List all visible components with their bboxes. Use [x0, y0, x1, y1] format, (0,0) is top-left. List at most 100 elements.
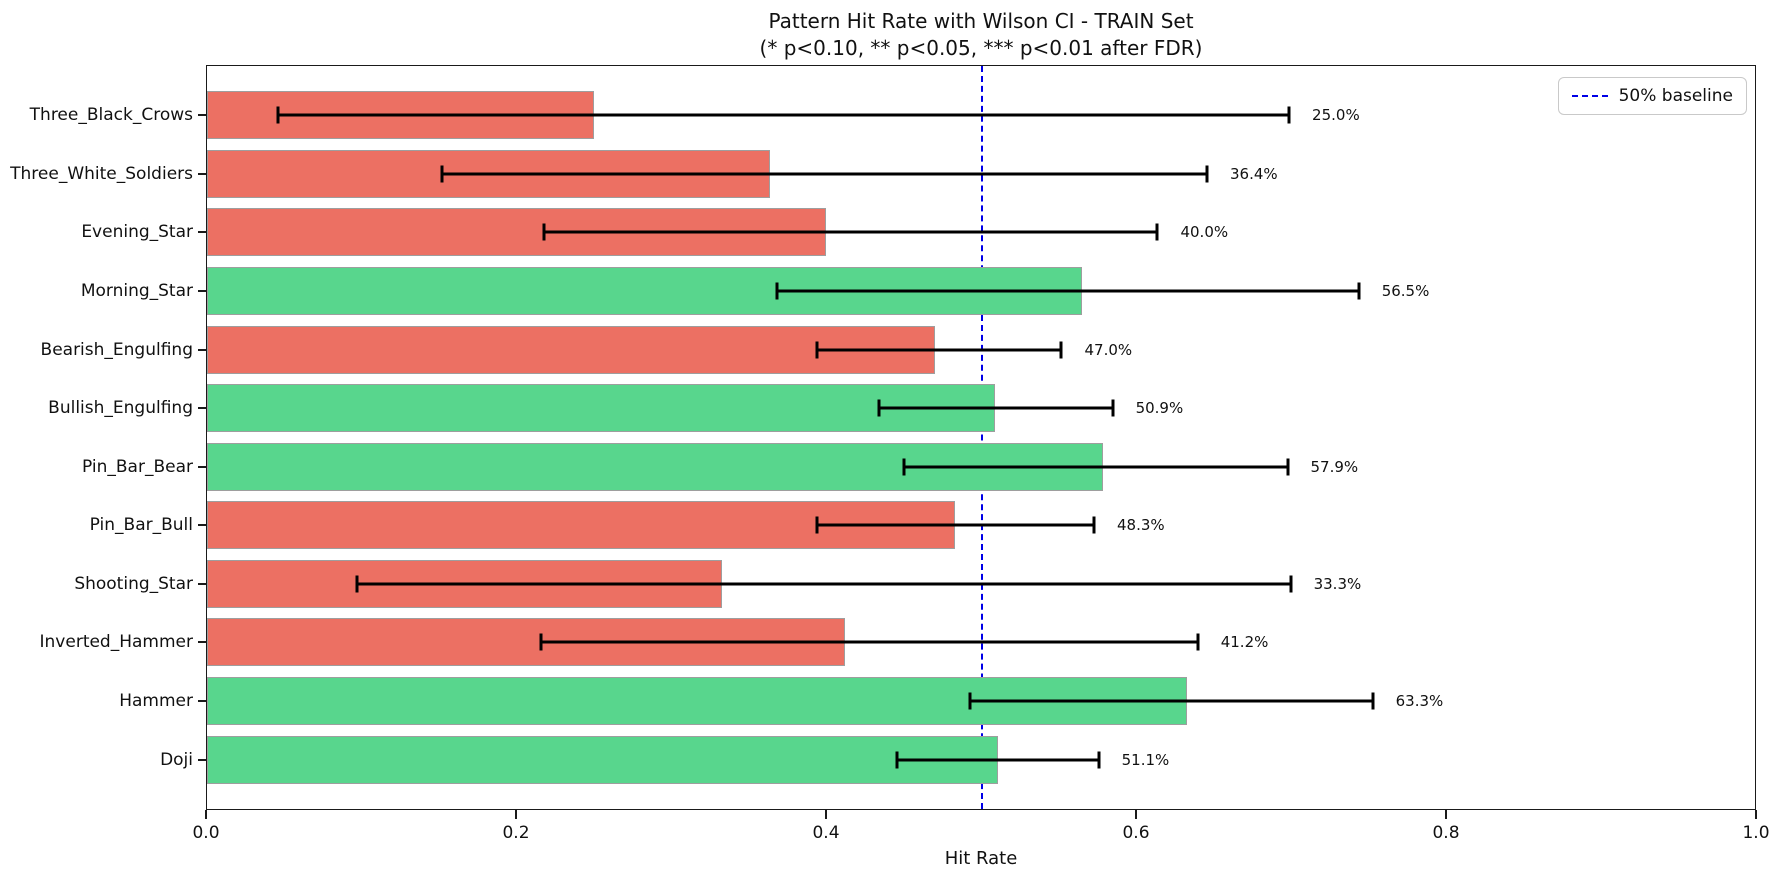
y-tick-mark	[198, 641, 207, 644]
error-bar-cap-low	[355, 575, 359, 593]
error-bar-line	[544, 230, 1158, 234]
x-axis-label: Hit Rate	[944, 848, 1018, 869]
error-bar-cap-low	[775, 282, 779, 300]
x-axis: 0.0 0.2 0.4 0.6 0.8 1.0	[192, 810, 1770, 880]
bar-rows-container: Three_Black_Crows 25.0% Three_White_Soldie…	[10, 66, 1755, 809]
error-bar-cap-high	[1092, 516, 1096, 534]
plot-area: Three_Black_Crows 25.0% Three_White_Soldie…	[10, 65, 1756, 810]
value-label: 56.5%	[1381, 282, 1430, 301]
error-bar-cap-high	[1287, 106, 1291, 124]
chart-title: Pattern Hit Rate with Wilson CI - TRAIN …	[768, 9, 1194, 33]
bar-row: Bearish_Engulfing 47.0%	[41, 320, 1755, 379]
value-label: 41.2%	[1220, 633, 1269, 652]
bar-row: Bullish_Engulfing 50.9%	[48, 379, 1755, 438]
error-bar-cap-high	[1059, 341, 1063, 359]
bar-row: Doji 51.1%	[160, 730, 1755, 789]
x-tick-label: 0.2	[502, 823, 530, 843]
x-tick-label: 1.0	[1742, 823, 1770, 843]
error-bar-line	[541, 640, 1198, 644]
error-bar-cap-low	[542, 223, 546, 241]
legend-dashed-line-icon	[1571, 95, 1608, 97]
y-axis-category-label: Three_White_Soldiers	[10, 163, 193, 184]
bar-row: Hammer 63.3%	[119, 672, 1755, 731]
error-bar-cap-low	[539, 633, 543, 651]
error-bar-cap-low	[815, 516, 819, 534]
y-axis-category-label: Hammer	[119, 691, 193, 712]
error-bar-cap-low	[440, 165, 444, 183]
y-axis-category-label: Bullish_Engulfing	[48, 398, 193, 419]
y-axis-category-label: Three_Black_Crows	[29, 105, 193, 126]
error-bar-cap-high	[1286, 458, 1289, 476]
x-tick-mark	[1755, 810, 1757, 819]
bar	[207, 384, 995, 433]
y-tick-mark	[198, 172, 207, 175]
bar-row: Inverted_Hammer 41.2%	[40, 613, 1755, 672]
error-bar-line	[897, 758, 1099, 762]
error-bar-line	[442, 172, 1207, 176]
error-bar-cap-low	[895, 751, 899, 769]
y-axis-category-label: Doji	[160, 749, 193, 770]
y-tick-mark	[198, 700, 207, 703]
bar-row: Evening_Star 40.0%	[81, 203, 1755, 262]
y-axis-category-label: Shooting_Star	[74, 573, 193, 594]
legend: 50% baseline	[1557, 77, 1747, 115]
x-tick-mark	[515, 810, 517, 819]
legend-label: 50% baseline	[1618, 86, 1733, 106]
baseline-line	[981, 66, 983, 809]
x-tick-mark	[825, 810, 827, 819]
x-tick-mark	[205, 810, 207, 819]
value-label: 48.3%	[1117, 516, 1165, 535]
y-tick-mark	[198, 524, 207, 527]
error-bar-line	[970, 699, 1373, 703]
value-label: 25.0%	[1312, 106, 1360, 125]
error-bar-cap-high	[1097, 751, 1101, 769]
y-tick-mark	[198, 465, 207, 468]
error-bar-cap-high	[1371, 692, 1375, 710]
bar-row: Pin_Bar_Bear 57.9%	[82, 437, 1755, 496]
error-bar-line	[816, 348, 1062, 352]
y-tick-mark	[198, 348, 207, 351]
error-bar-line	[903, 465, 1288, 469]
y-tick-mark	[198, 231, 207, 234]
y-tick-mark	[198, 407, 207, 410]
error-bar-line	[776, 289, 1359, 293]
error-bar-line	[278, 113, 1290, 117]
error-bar-cap-high	[1196, 633, 1200, 651]
error-bar-cap-low	[902, 458, 906, 476]
x-tick-mark	[1135, 810, 1137, 819]
error-bar-cap-high	[1111, 399, 1115, 417]
x-tick-mark	[1445, 810, 1447, 819]
value-label: 47.0%	[1084, 340, 1133, 359]
x-tick-label: 0.8	[1432, 823, 1460, 843]
y-tick-mark	[198, 290, 207, 293]
error-bar-line	[816, 523, 1094, 527]
error-bar-cap-low	[276, 106, 280, 124]
error-bar-cap-high	[1289, 575, 1293, 593]
error-bar-cap-high	[1205, 165, 1209, 183]
y-tick-mark	[198, 758, 207, 761]
chart-subtitle: (* p<0.10, ** p<0.05, *** p<0.01 after F…	[759, 36, 1203, 60]
y-axis-category-label: Pin_Bar_Bull	[89, 515, 193, 536]
x-tick-label: 0.6	[1122, 823, 1150, 843]
chart-title-block: Pattern Hit Rate with Wilson CI - TRAIN …	[206, 8, 1756, 62]
bar-row: Three_Black_Crows 25.0%	[30, 86, 1755, 145]
bar	[207, 325, 935, 374]
bar	[207, 735, 999, 784]
x-tick-label: 0.0	[192, 823, 220, 843]
x-tick-label: 0.4	[812, 823, 840, 843]
y-axis-category-label: Evening_Star	[81, 222, 193, 243]
error-bar-line	[878, 406, 1113, 410]
bar-row: Pin_Bar_Bull 48.3%	[90, 496, 1755, 555]
y-tick-mark	[198, 582, 207, 585]
value-label: 57.9%	[1310, 457, 1359, 476]
value-label: 33.3%	[1313, 574, 1362, 593]
error-bar-cap-low	[815, 341, 819, 359]
bar-row: Three_White_Soldiers 36.4%	[10, 145, 1755, 204]
bar-row: Morning_Star 56.5%	[81, 262, 1755, 321]
error-bar-cap-high	[1357, 282, 1361, 300]
y-tick-mark	[198, 114, 207, 117]
value-label: 40.0%	[1180, 223, 1229, 242]
error-bar-cap-low	[877, 399, 881, 417]
y-axis-category-label: Pin_Bar_Bear	[82, 456, 193, 477]
